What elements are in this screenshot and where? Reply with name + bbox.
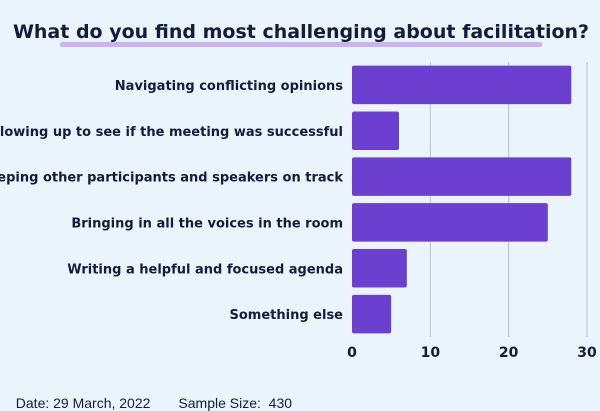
bar bbox=[352, 294, 392, 334]
bars bbox=[352, 65, 572, 334]
bar bbox=[352, 157, 572, 196]
category-labels: Navigating conflicting opinions Following… bbox=[0, 79, 343, 323]
footer-date: Date: 29 March, 2022 bbox=[15, 395, 151, 411]
chart: What do you find most challenging about … bbox=[0, 21, 597, 361]
bar bbox=[352, 111, 399, 150]
title-underline bbox=[60, 42, 542, 47]
bar bbox=[352, 249, 407, 288]
x-tick-label: 20 bbox=[499, 345, 519, 361]
category-label: Navigating conflicting opinions bbox=[115, 79, 343, 94]
category-label: Something else bbox=[230, 308, 344, 323]
bar bbox=[352, 203, 548, 242]
category-label: Writing a helpful and focused agenda bbox=[67, 262, 343, 277]
category-label: Keeping other participants and speakers … bbox=[0, 171, 343, 186]
x-tick-label: 10 bbox=[421, 345, 441, 361]
bar bbox=[352, 65, 572, 105]
x-tick-label: 30 bbox=[577, 345, 597, 361]
category-label: Bringing in all the voices in the room bbox=[71, 216, 343, 231]
footer: Date: 29 March, 2022 Sample Size: 430 bbox=[8, 379, 320, 411]
x-tick-label: 0 bbox=[347, 345, 357, 361]
chart-title: What do you find most challenging about … bbox=[13, 21, 589, 43]
footer-sample-size: Sample Size: 430 bbox=[178, 395, 293, 411]
grid-lines bbox=[429, 62, 588, 337]
x-axis-ticks: 0 10 20 30 bbox=[347, 345, 597, 361]
category-label: Following up to see if the meeting was s… bbox=[0, 125, 343, 140]
